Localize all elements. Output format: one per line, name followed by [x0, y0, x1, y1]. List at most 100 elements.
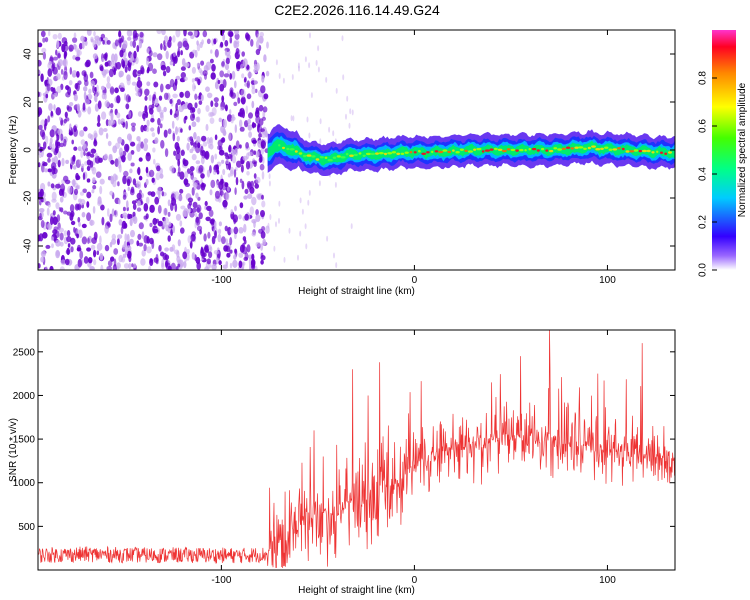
ridge-hotspot [400, 152, 405, 155]
noise-blob [176, 99, 181, 106]
noise-blob [233, 101, 238, 107]
ridge-hotspot [421, 152, 427, 155]
noise-speckle [299, 230, 302, 237]
ridge-hotspot [574, 146, 579, 149]
noise-blob [177, 166, 181, 175]
noise-blob [59, 266, 65, 270]
noise-blob [145, 178, 149, 186]
noise-blob [109, 241, 113, 248]
noise-blob [168, 36, 172, 42]
ridge-hotspot [566, 146, 571, 149]
noise-blob [251, 196, 257, 206]
noise-blob [117, 156, 122, 164]
ridge-hotspot [625, 150, 630, 153]
noise-speckle [278, 200, 281, 207]
noise-blob [180, 227, 185, 234]
noise-blob [97, 200, 103, 207]
noise-speckle [334, 181, 337, 188]
spectrogram-noise-cloud [38, 30, 354, 270]
noise-blob [92, 53, 98, 60]
noise-blob [238, 252, 244, 258]
noise-blob [43, 197, 47, 203]
noise-blob [258, 156, 263, 163]
noise-blob [184, 171, 189, 179]
noise-blob [92, 177, 96, 184]
noise-blob [232, 259, 238, 268]
noise-blob [73, 146, 78, 151]
noise-blob [56, 40, 60, 49]
noise-blob [205, 123, 209, 132]
noise-blob [89, 153, 95, 158]
y-tick-label: 40 [23, 48, 34, 60]
noise-blob [247, 72, 253, 78]
noise-blob [138, 175, 143, 181]
noise-speckle [346, 95, 349, 102]
noise-blob [244, 213, 249, 221]
noise-blob [51, 198, 57, 203]
noise-blob [231, 149, 236, 156]
noise-blob [39, 129, 45, 138]
noise-blob [116, 112, 121, 119]
ridge-hotspot [553, 147, 558, 150]
noise-blob [244, 120, 249, 128]
ridge-hotspot [365, 152, 372, 156]
noise-blob [42, 37, 46, 43]
noise-blob [111, 233, 117, 241]
noise-blob [120, 87, 125, 92]
noise-blob [229, 73, 233, 80]
noise-blob [160, 113, 164, 122]
noise-blob [148, 265, 152, 270]
noise-blob [110, 112, 114, 121]
noise-blob [124, 233, 128, 242]
ridge-hotspot [528, 148, 532, 151]
noise-blob [96, 250, 100, 256]
ridge-hotspot [519, 148, 524, 152]
noise-blob [250, 258, 256, 267]
noise-blob [227, 30, 234, 37]
noise-blob [86, 247, 92, 252]
noise-blob [239, 119, 243, 128]
noise-blob [257, 194, 262, 201]
noise-blob [110, 119, 115, 125]
noise-blob [52, 34, 58, 40]
noise-blob [69, 204, 75, 213]
noise-blob [153, 158, 156, 165]
noise-blob [191, 121, 197, 128]
noise-blob [110, 159, 115, 165]
noise-speckle [273, 245, 276, 252]
noise-blob [152, 68, 157, 74]
snr-ylabel: SNR (10 * v/v) [8, 418, 19, 482]
noise-blob [146, 119, 150, 127]
noise-blob [50, 183, 55, 189]
noise-blob [113, 248, 119, 255]
noise-blob [167, 128, 172, 135]
noise-blob [84, 99, 91, 105]
noise-blob [208, 251, 213, 259]
noise-blob [93, 95, 97, 102]
colorbar-tick-label: 0.2 [698, 215, 709, 229]
noise-blob [234, 187, 237, 196]
noise-blob [164, 35, 169, 43]
noise-blob [224, 63, 230, 71]
noise-blob [207, 92, 213, 99]
ridge-hotspot [656, 150, 659, 153]
noise-blob [217, 79, 221, 85]
ridge-hotspot [481, 150, 485, 153]
noise-blob [68, 80, 73, 86]
noise-blob [175, 30, 181, 38]
ridge-hotspot [464, 149, 468, 152]
noise-blob [229, 228, 234, 234]
noise-blob [71, 156, 76, 165]
noise-speckle [282, 77, 285, 84]
ridge-hotspot [289, 148, 295, 151]
noise-blob [261, 131, 266, 138]
noise-blob [48, 103, 53, 112]
noise-blob [93, 31, 96, 37]
noise-blob [261, 194, 264, 200]
noise-blob [249, 206, 254, 216]
noise-blob [211, 63, 216, 72]
noise-blob [136, 200, 141, 207]
noise-blob [77, 146, 82, 152]
noise-blob [226, 252, 231, 258]
